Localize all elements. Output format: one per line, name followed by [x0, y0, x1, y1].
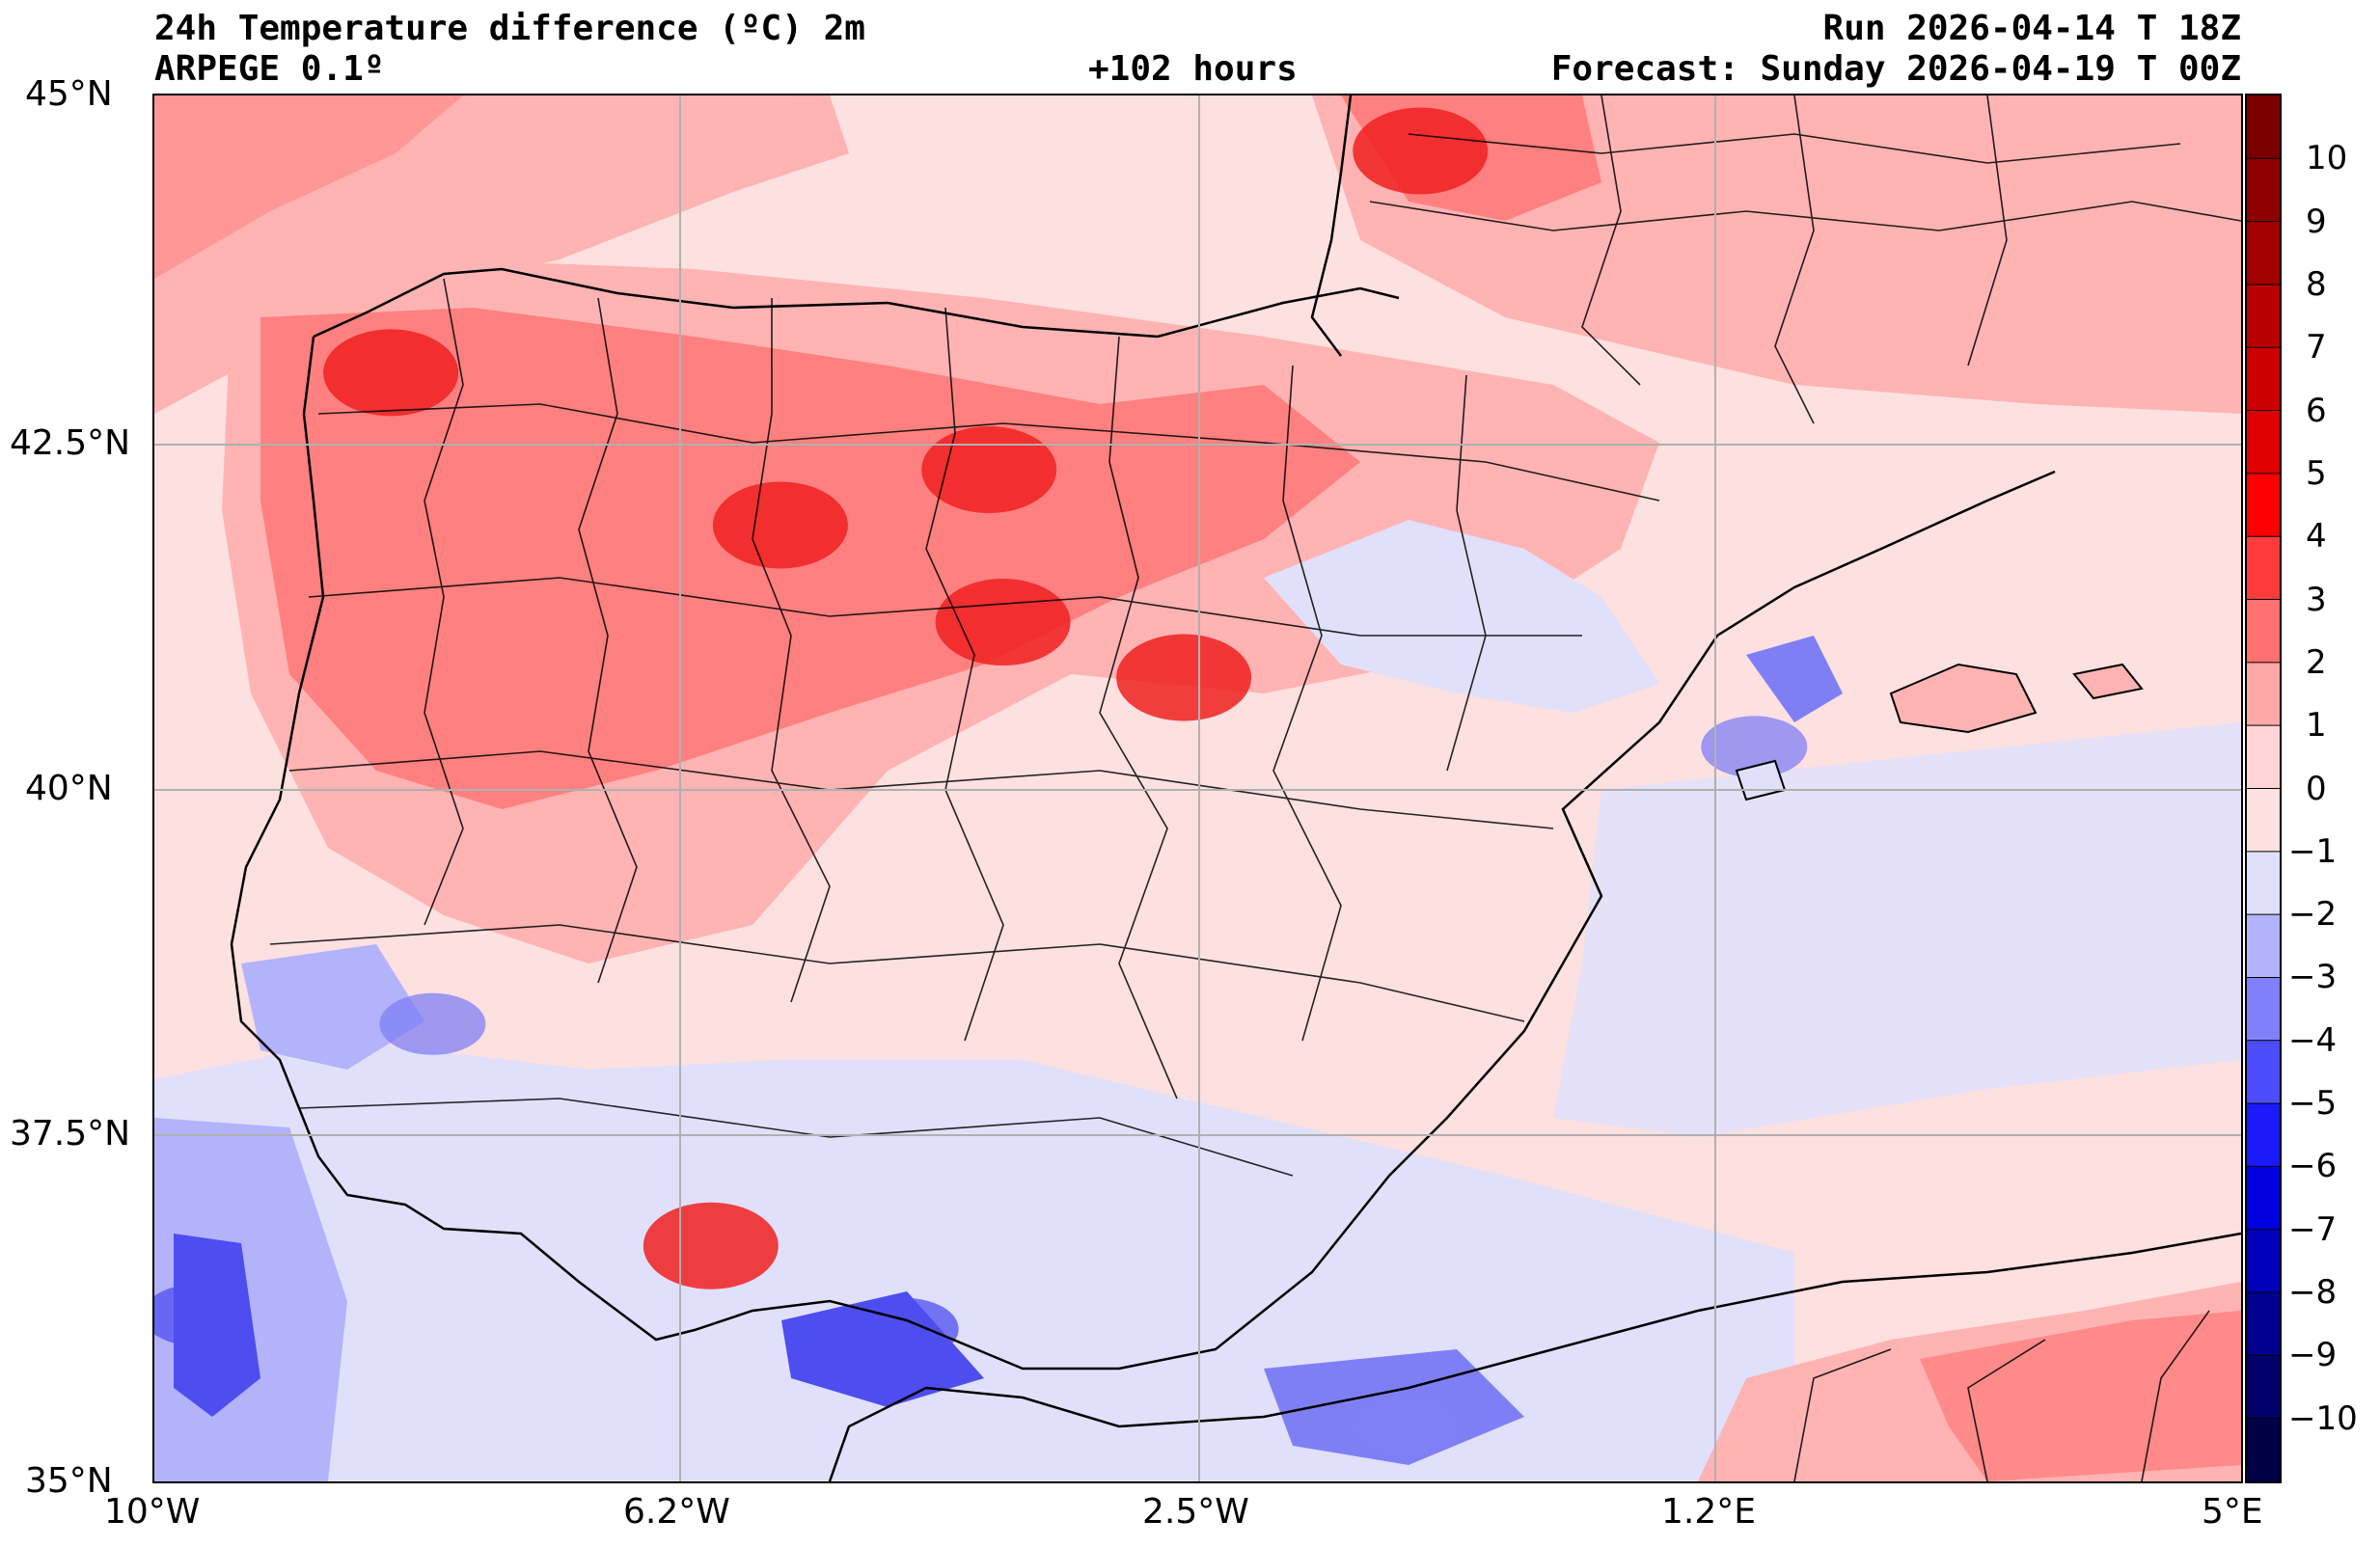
- model-label: ARPEGE 0.1º: [154, 49, 385, 89]
- lat-tick-37-5: 37.5°N: [10, 1114, 131, 1153]
- colorbar-label: 8: [2306, 264, 2327, 304]
- colorbar-swatch: [2247, 914, 2280, 978]
- island-mallorca: [1889, 663, 2038, 734]
- lon-tick-1-2e: 1.2°E: [1661, 1492, 1756, 1532]
- colorbar-swatch: [2247, 410, 2280, 475]
- cool-region-ebro: [1264, 520, 1659, 713]
- lon-tick-10w: 10°W: [104, 1492, 201, 1532]
- cold-spot: [154, 1284, 250, 1346]
- graticule: [154, 95, 2241, 1481]
- colorbar-swatch: [2247, 788, 2280, 853]
- colorbar-label: 9: [2306, 202, 2327, 241]
- cold-spot: [852, 1297, 959, 1360]
- hot-spot: [1116, 634, 1252, 721]
- warm-core-algeria: [1920, 1311, 2241, 1481]
- cold-spot: [1701, 716, 1808, 778]
- colorbar-label: 10: [2306, 139, 2348, 178]
- colorbar-swatch: [2247, 284, 2280, 348]
- colorbar-swatch: [2247, 1040, 2280, 1104]
- lon-tick-2-5w: 2.5°W: [1142, 1492, 1249, 1532]
- colorbar-label: −10: [2288, 1398, 2358, 1438]
- cold-spot: [1353, 1395, 1460, 1457]
- cool-region-lisbon: [241, 944, 424, 1070]
- colorbar-label: −1: [2288, 831, 2338, 871]
- colorbar-swatch: [2247, 221, 2280, 285]
- colorbar-swatch: [2247, 1355, 2280, 1420]
- run-label: Run 2026-04-14 T 18Z: [1822, 9, 2241, 48]
- hot-spot: [1353, 107, 1489, 195]
- colorbar-swatch: [2247, 599, 2280, 664]
- colorbar-swatch: [2247, 662, 2280, 726]
- colorbar-label: 6: [2306, 391, 2327, 430]
- lead-time-label: +102 hours: [1088, 49, 1298, 89]
- island-menorca: [2072, 663, 2144, 700]
- colorbar-swatch: [2247, 1292, 2280, 1356]
- colorbar-label: −8: [2288, 1273, 2338, 1313]
- colorbar-swatch: [2247, 851, 2280, 915]
- coastline-north-africa: [828, 1232, 2241, 1481]
- lat-tick-35: 35°N: [25, 1461, 113, 1501]
- forecast-label: Forecast: Sunday 2026-04-19 T 00Z: [1550, 49, 2241, 89]
- coastline-north: [313, 267, 1400, 339]
- colorbar-swatch: [2247, 158, 2280, 223]
- colorbar-swatch: [2247, 1229, 2280, 1293]
- coastline-france-atlantic: [1310, 95, 1353, 357]
- colorbar-swatch: [2247, 725, 2280, 789]
- colorbar-label: −7: [2288, 1209, 2338, 1249]
- lat-tick-42-5: 42.5°N: [10, 423, 131, 463]
- colorbar-swatch: [2247, 536, 2280, 601]
- colorbar-label: 5: [2306, 453, 2327, 493]
- colorbar-swatch: [2247, 1418, 2280, 1482]
- colorbar-swatch: [2247, 473, 2280, 537]
- colorbar-label: 3: [2306, 580, 2327, 619]
- colorbar-label: 2: [2306, 642, 2327, 682]
- colorbar-label: −9: [2288, 1336, 2338, 1375]
- cold-spot: [379, 992, 486, 1055]
- colorbar: [2245, 94, 2282, 1483]
- colorbar-swatches: [2247, 95, 2280, 1482]
- hot-spot: [643, 1202, 779, 1289]
- province-borders: [269, 95, 2241, 1481]
- map-canvas: [154, 95, 2241, 1481]
- colorbar-label: −2: [2288, 895, 2338, 935]
- chart-title: 24h Temperature difference (ºC) 2m: [154, 9, 865, 48]
- colorbar-label: −6: [2288, 1147, 2338, 1186]
- colorbar-swatch: [2247, 95, 2280, 159]
- hot-spot: [712, 481, 848, 569]
- colorbar-label: 0: [2306, 769, 2327, 808]
- warm-band-open-ocean: [154, 95, 463, 279]
- lat-tick-40: 40°N: [25, 769, 113, 808]
- cool-region-mediterranean: [1553, 722, 2241, 1137]
- colorbar-label: −4: [2288, 1020, 2338, 1060]
- colorbar-swatch: [2247, 1166, 2280, 1231]
- cold-spot-delta: [1746, 636, 1843, 722]
- colorbar-label: 1: [2306, 706, 2327, 746]
- colorbar-label: −3: [2288, 958, 2338, 997]
- lon-tick-5e: 5°E: [2202, 1492, 2263, 1532]
- coastline-iberia: [230, 336, 2056, 1371]
- lat-tick-45: 45°N: [25, 74, 113, 114]
- hot-spot: [921, 425, 1057, 513]
- hot-spot-layer: [154, 107, 1808, 1457]
- colorbar-label: 4: [2306, 517, 2327, 556]
- temperature-map[interactable]: [152, 94, 2243, 1483]
- hot-spot: [323, 329, 459, 417]
- colorbar-label: 7: [2306, 328, 2327, 367]
- lon-tick-6-2w: 6.2°W: [623, 1492, 730, 1532]
- colorbar-swatch: [2247, 1103, 2280, 1167]
- colorbar-swatch: [2247, 977, 2280, 1042]
- colorbar-swatch: [2247, 347, 2280, 412]
- colorbar-label: −5: [2288, 1084, 2338, 1124]
- hot-spot: [935, 579, 1071, 666]
